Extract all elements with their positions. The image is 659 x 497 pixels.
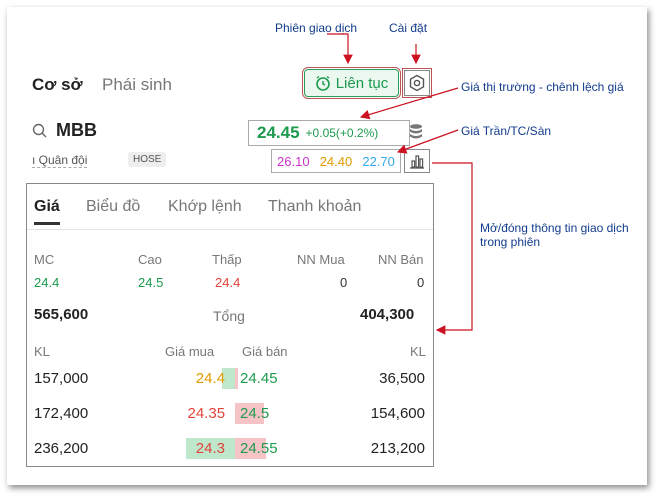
stat-value-mc: 24.4 [34, 275, 60, 290]
session-button[interactable]: Liên tục [302, 67, 401, 99]
market-price-box: 24.45 +0.05(+0.2%) [248, 120, 410, 146]
ob-header-bid-price: Giá mua [165, 344, 215, 359]
bid-volume: 157,000 [34, 370, 89, 387]
session-label: Liên tục [335, 74, 389, 92]
ceiling-price: 26.10 [277, 153, 310, 169]
ask-price: 24.45 [240, 370, 278, 387]
arrow-ref-prices [396, 129, 459, 154]
session-info-panel: Giá Biểu đồ Khớp lệnh Thanh khoản MC Cao… [26, 183, 434, 467]
app-screen: Cơ sở Phái sinh Liên tục MBB 24.45 +0.05… [18, 53, 438, 469]
arrow-session [327, 33, 353, 65]
bid-price: 24.35 [187, 405, 226, 422]
settings-button[interactable] [402, 68, 432, 98]
ob-header-ask-volume: KL [410, 344, 426, 359]
bid-volume: 172,400 [34, 405, 89, 422]
tab-derivatives[interactable]: Phái sinh [102, 75, 172, 94]
stat-header-mc: MC [34, 252, 55, 267]
ticker-symbol[interactable]: MBB [56, 120, 97, 140]
current-price: 24.45 [257, 123, 300, 142]
stat-header-foreign-buy: NN Mua [297, 252, 345, 267]
annotation-toggle-line2: trong phiên [480, 235, 541, 249]
bar-chart-icon [410, 155, 424, 169]
bid-volume-bar [222, 368, 235, 389]
orderbook-row[interactable]: 236,200 24.3 24.55 213,200 [27, 437, 433, 461]
stat-value-low: 24.4 [215, 275, 241, 290]
price-change: +0.05(+0.2%) [305, 126, 379, 140]
tab-matched-orders[interactable]: Khớp lệnh [168, 198, 242, 215]
tab-divider [27, 229, 433, 230]
ask-volume: 154,600 [370, 405, 425, 422]
toggle-session-info-button[interactable] [404, 149, 430, 173]
stat-header-foreign-sell: NN Bán [378, 252, 424, 267]
database-icon[interactable] [408, 123, 424, 141]
total-buy-volume: 565,600 [34, 306, 89, 323]
arrow-market-price [359, 87, 459, 120]
stat-header-low: Thấp [212, 252, 242, 267]
stat-header-high: Cao [138, 252, 162, 267]
annotation-session: Phiên giao dịch [275, 21, 358, 35]
ob-header-ask-price: Giá bán [242, 344, 288, 359]
stat-value-high: 24.5 [138, 275, 164, 290]
bid-price: 24.3 [195, 440, 225, 457]
orderbook-row[interactable]: 172,400 24.35 24.5 154,600 [27, 402, 433, 426]
orderbook-row[interactable]: 157,000 24.4 24.45 36,500 [27, 367, 433, 391]
company-name: ı Quân đội [32, 153, 88, 168]
stat-value-foreign-buy: 0 [340, 275, 348, 290]
annotation-settings: Cài đặt [389, 21, 428, 35]
tab-chart[interactable]: Biểu đồ [86, 198, 141, 215]
bid-volume-bar [186, 438, 235, 459]
active-tab-indicator [34, 222, 60, 225]
arrow-toggle [432, 162, 473, 335]
ask-volume-bar [235, 438, 266, 459]
search-icon[interactable] [32, 123, 48, 139]
ask-volume: 36,500 [379, 370, 425, 387]
total-label: Tổng [213, 308, 245, 324]
total-sell-volume: 404,300 [360, 306, 415, 323]
bid-price: 24.4 [195, 370, 225, 387]
tab-price[interactable]: Giá [34, 198, 60, 215]
ask-volume-bar [235, 403, 264, 424]
floor-price: 22.70 [362, 153, 395, 169]
ask-price: 24.5 [240, 405, 270, 422]
bid-volume: 236,200 [34, 440, 89, 457]
annotation-toggle-line1: Mở/đóng thông tin giao dịch [480, 221, 629, 235]
reference-price: 24.40 [319, 153, 353, 169]
annotation-market-price: Giá thị trường - chênh lệch giá [461, 80, 624, 94]
tab-liquidity[interactable]: Thanh khoản [268, 198, 362, 215]
ask-volume-bar [235, 368, 238, 389]
reference-prices-box: 26.10 24.40 22.70 [271, 149, 401, 173]
annotation-ref-prices: Giá Trần/TC/Sàn [461, 124, 552, 138]
ask-price: 24.55 [240, 440, 278, 457]
alarm-clock-icon [315, 75, 330, 91]
tab-base-market[interactable]: Cơ sở [32, 75, 83, 94]
ob-header-bid-volume: KL [34, 344, 50, 359]
stat-value-foreign-sell: 0 [417, 275, 425, 290]
ask-volume: 213,200 [370, 440, 425, 457]
exchange-badge: HOSE [128, 152, 167, 167]
gear-icon [409, 74, 425, 92]
